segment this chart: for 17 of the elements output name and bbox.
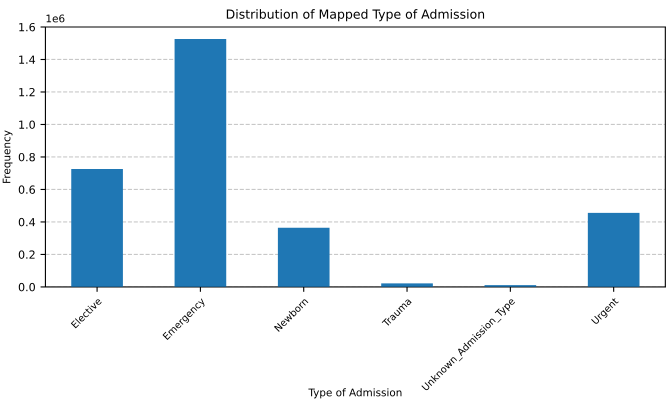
y-axis-title: Frequency xyxy=(2,130,12,183)
x-axis-title: Type of Admission xyxy=(308,388,402,398)
y-tick-label: 1.0 xyxy=(19,120,35,129)
y-tick-label: 1.6 xyxy=(19,22,36,32)
text: 1e6 xyxy=(46,14,64,22)
bar xyxy=(174,39,226,287)
y-tick-label: 1.4 xyxy=(19,56,36,64)
bar xyxy=(588,212,640,287)
y-tick-label: 0.8 xyxy=(18,152,35,162)
bar xyxy=(71,168,123,287)
y-tick-label: 0.2 xyxy=(18,250,35,259)
y-tick-label: 0.0 xyxy=(18,282,35,292)
bar xyxy=(278,228,330,287)
y-tick-label: 1.2 xyxy=(19,88,35,96)
y-tick-label: 0.6 xyxy=(18,185,36,194)
chart-title: Distribution of Mapped Type of Admission xyxy=(226,9,484,22)
y-tick-label: 0.4 xyxy=(18,218,36,226)
